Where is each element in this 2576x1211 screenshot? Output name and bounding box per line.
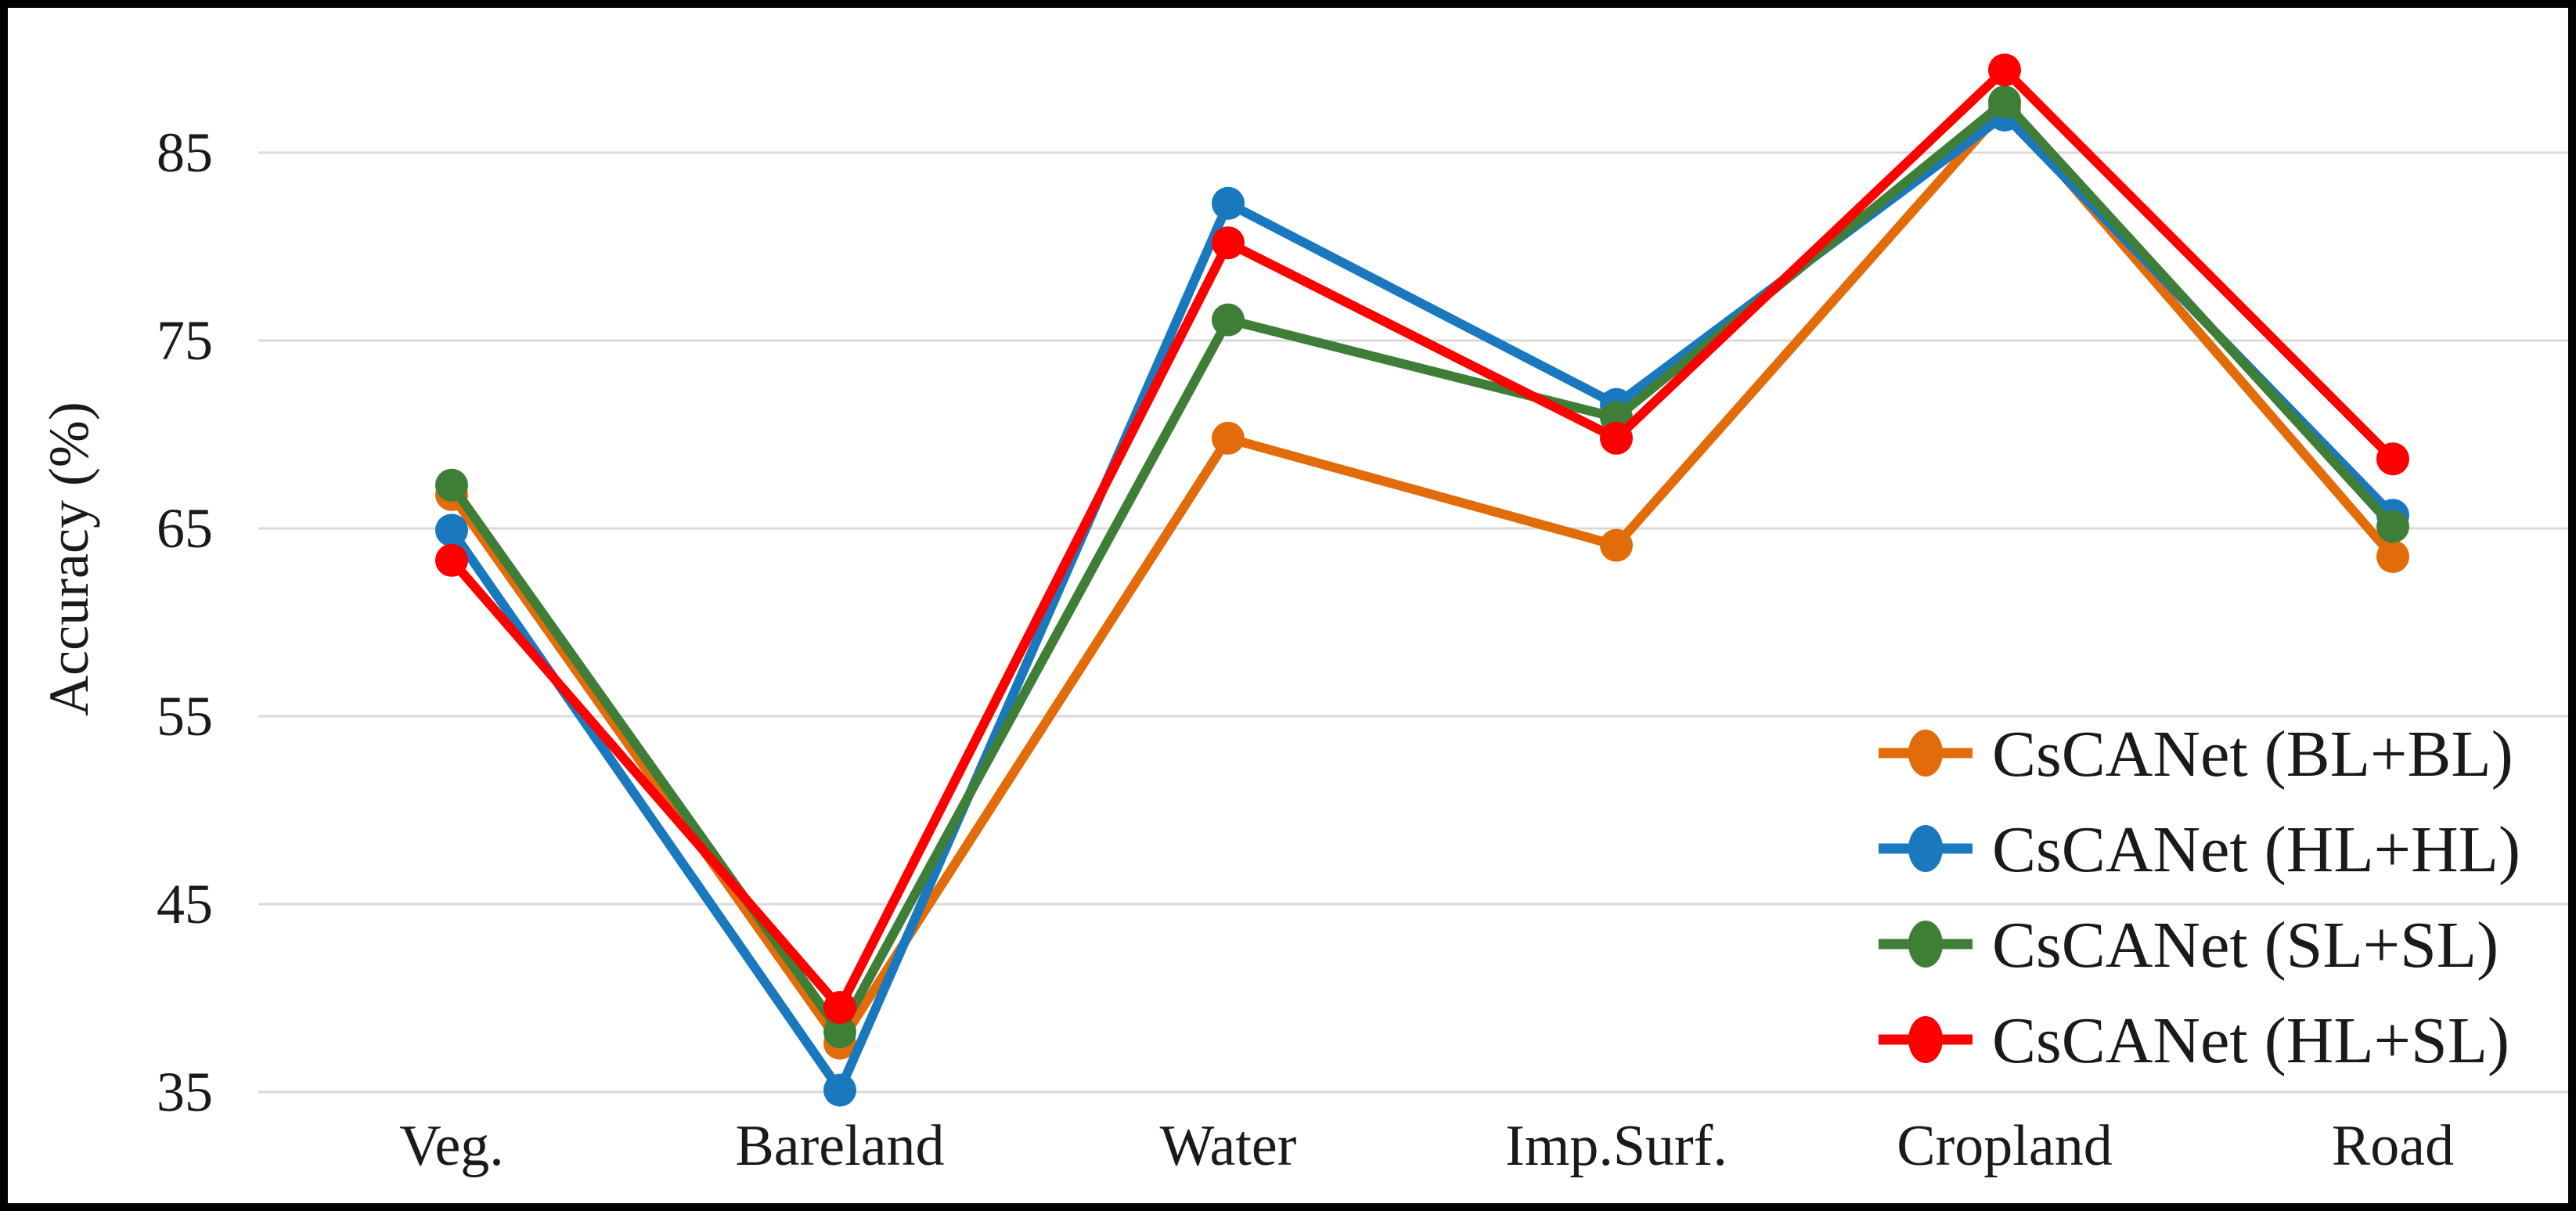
data-point-marker — [1212, 303, 1245, 337]
data-point-marker — [2376, 540, 2409, 573]
legend-dot-icon — [1908, 730, 1943, 777]
y-axis-title: Accuracy (%) — [38, 402, 100, 716]
series-line-3 — [447, 65, 2398, 1012]
y-tick-label: 35 — [157, 1061, 213, 1123]
data-point-marker — [823, 1015, 856, 1049]
series-line-1 — [447, 110, 2398, 1095]
x-axis-label: Veg. — [399, 1114, 504, 1178]
data-point-marker — [823, 991, 856, 1024]
legend-label: CsCANet (HL+SL) — [1992, 1004, 2509, 1077]
legend-item: CsCANet (HL+HL) — [1879, 813, 2520, 886]
legend-label: CsCANet (BL+BL) — [1992, 718, 2513, 791]
y-tick-label: 85 — [157, 121, 213, 184]
data-point-marker — [435, 514, 468, 547]
legend-dot-icon — [1908, 921, 1943, 968]
data-point-marker — [2376, 442, 2409, 476]
data-point-marker — [435, 543, 468, 577]
x-axis-label: Cropland — [1897, 1114, 2112, 1178]
data-point-marker — [1600, 421, 1633, 455]
data-point-marker — [1988, 53, 2021, 87]
data-point-marker — [1212, 186, 1245, 220]
legend-dot-icon — [1908, 825, 1943, 872]
data-point-marker — [1212, 421, 1245, 455]
legend-item: CsCANet (SL+SL) — [1879, 909, 2499, 982]
legend-label: CsCANet (HL+HL) — [1992, 813, 2520, 886]
y-tick-label: 65 — [157, 497, 213, 560]
legend: CsCANet (BL+BL) CsCANet (HL+HL) CsCANet (S… — [1879, 718, 2520, 1077]
x-axis-label: Imp.Surf. — [1505, 1114, 1728, 1178]
x-axis-label: Road — [2332, 1114, 2454, 1178]
y-tick-label: 45 — [157, 873, 213, 935]
x-axis-label: Bareland — [735, 1114, 944, 1178]
y-tick-label: 75 — [157, 309, 213, 372]
legend-item: CsCANet (BL+BL) — [1879, 718, 2513, 791]
data-point-marker — [1212, 226, 1245, 260]
legend-dot-icon — [1908, 1016, 1943, 1063]
y-tick-label: 55 — [157, 685, 213, 748]
legend-label: CsCANet (SL+SL) — [1992, 909, 2499, 982]
axis-label-layer: 35 45 55 65 75 85 Veg. Bareland Water Imp.Surf. Cr… — [157, 121, 2454, 1178]
legend-item: CsCANet (HL+SL) — [1879, 1004, 2509, 1077]
data-point-marker — [2376, 510, 2409, 543]
data-point-marker — [1988, 85, 2021, 119]
data-point-marker — [435, 468, 468, 502]
x-axis-label: Water — [1160, 1114, 1297, 1178]
series-line-2 — [447, 97, 2398, 1037]
data-series-layer — [435, 53, 2409, 1107]
data-point-marker — [823, 1073, 856, 1107]
data-point-marker — [1600, 528, 1633, 562]
